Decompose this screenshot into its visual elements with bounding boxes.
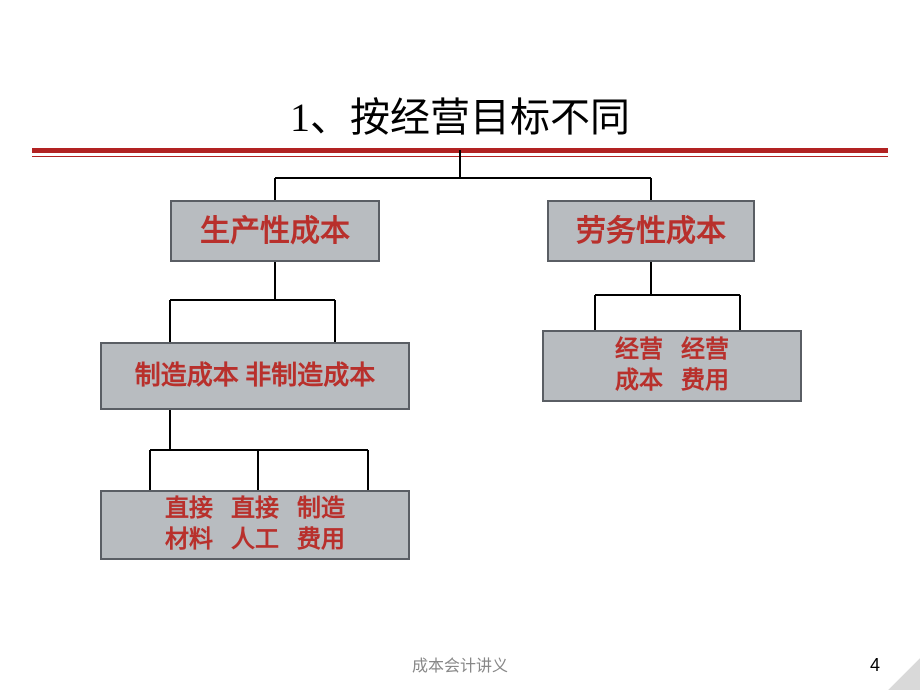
node-op-cost-exp: 经营 经营 成本 费用 [542, 330, 802, 402]
node-direct: 直接 直接 制造 材料 人工 费用 [100, 490, 410, 560]
page-number: 4 [870, 655, 880, 676]
title-rule-thick [32, 148, 888, 153]
node-labor-cost: 劳务性成本 [547, 200, 755, 262]
node-mfg-nonmfg: 制造成本 非制造成本 [100, 342, 410, 410]
page-corner-fold [888, 658, 920, 690]
slide-title: 1、按经营目标不同 [0, 85, 920, 143]
title-rule-thin [32, 156, 888, 157]
footer-text: 成本会计讲义 [0, 652, 920, 676]
node-prod-cost: 生产性成本 [170, 200, 380, 262]
